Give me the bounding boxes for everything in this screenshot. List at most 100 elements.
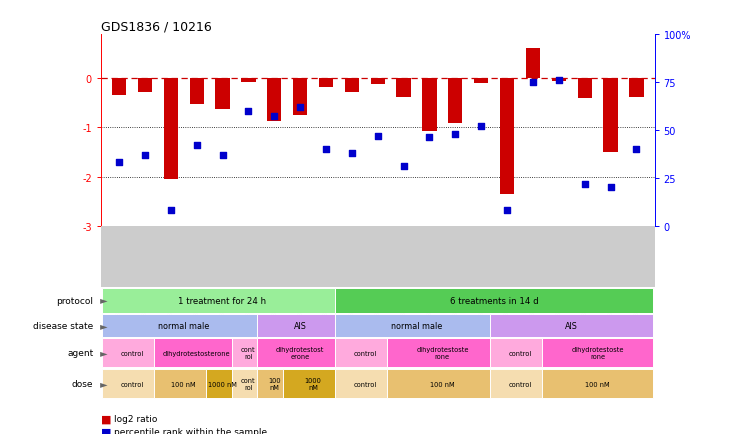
Bar [474,79,488,84]
FancyBboxPatch shape [490,369,550,398]
Text: ►: ► [97,321,108,331]
Text: dose: dose [72,379,94,388]
Text: 100
nM: 100 nM [268,378,280,390]
FancyBboxPatch shape [154,339,239,368]
Text: 100 nM: 100 nM [430,381,455,387]
Text: dihydrotestost
erone: dihydrotestost erone [276,347,325,360]
FancyBboxPatch shape [232,369,266,398]
Text: ►: ► [97,348,108,358]
Bar [448,79,462,124]
Text: 1000 nM: 1000 nM [208,381,237,387]
Bar [319,79,333,88]
Point [346,150,358,157]
FancyBboxPatch shape [154,369,213,398]
Bar [164,79,178,180]
FancyBboxPatch shape [490,339,550,368]
Bar [526,49,540,79]
FancyBboxPatch shape [542,369,653,398]
Point [553,77,565,84]
Bar [604,79,618,153]
Text: cont
rol: cont rol [241,347,256,360]
FancyBboxPatch shape [102,289,343,313]
Text: log2 ratio: log2 ratio [114,414,158,423]
Text: 6 treatments in 14 d: 6 treatments in 14 d [450,296,539,305]
FancyBboxPatch shape [102,369,162,398]
Point [527,79,539,86]
Text: ►: ► [97,296,108,306]
Point [165,207,177,214]
Point [217,152,229,159]
Text: protocol: protocol [57,296,94,305]
Bar [293,79,307,116]
Point [579,181,591,187]
Bar [267,79,281,122]
Text: 100 nM: 100 nM [585,381,610,387]
Point [631,146,643,153]
Text: AIS: AIS [565,321,578,330]
Point [450,131,462,138]
Bar [500,79,514,194]
FancyBboxPatch shape [257,369,291,398]
Bar [577,79,592,99]
Text: ■: ■ [101,414,111,424]
Point [242,108,254,115]
Text: dihydrotestosterone: dihydrotestosterone [163,350,230,356]
FancyBboxPatch shape [387,369,498,398]
FancyBboxPatch shape [206,369,239,398]
Text: AIS: AIS [294,321,307,330]
Bar [345,79,359,93]
Bar [629,79,643,98]
Point [423,135,435,141]
Bar [112,79,126,96]
Point [294,104,306,111]
Text: ■: ■ [101,427,111,434]
Bar [370,79,385,85]
Text: percentile rank within the sample: percentile rank within the sample [114,427,268,434]
Bar [423,79,437,132]
Point [320,146,332,153]
Bar [138,79,152,93]
Point [475,123,487,130]
Bar [552,79,566,81]
FancyBboxPatch shape [335,289,653,313]
FancyBboxPatch shape [335,369,394,398]
FancyBboxPatch shape [387,339,498,368]
Point [269,114,280,121]
Text: normal male: normal male [158,321,209,330]
Bar [215,79,230,109]
Point [113,160,125,167]
FancyBboxPatch shape [490,315,653,337]
Text: cont
rol: cont rol [241,378,256,390]
FancyBboxPatch shape [257,339,343,368]
FancyBboxPatch shape [335,339,394,368]
Point [501,207,513,214]
Text: control: control [509,381,532,387]
Point [372,133,384,140]
Point [139,152,151,159]
Bar [396,79,411,98]
Point [191,142,203,149]
Text: dihydrotestoste
rone: dihydrotestoste rone [571,347,624,360]
Bar [189,79,203,105]
Text: agent: agent [67,349,94,358]
Point [604,184,616,191]
Text: normal male: normal male [391,321,442,330]
FancyBboxPatch shape [542,339,653,368]
Text: 1 treatment for 24 h: 1 treatment for 24 h [179,296,266,305]
FancyBboxPatch shape [232,339,266,368]
Text: control: control [509,350,532,356]
Text: control: control [120,381,144,387]
FancyBboxPatch shape [102,339,162,368]
Text: disease state: disease state [33,321,94,330]
Text: GDS1836 / 10216: GDS1836 / 10216 [101,20,212,33]
Text: 1000
nM: 1000 nM [304,378,322,390]
Text: control: control [353,381,376,387]
Text: control: control [120,350,144,356]
Point [398,163,410,170]
Text: control: control [353,350,376,356]
Text: ►: ► [97,379,108,389]
Bar [242,79,256,83]
Text: dihydrotestoste
rone: dihydrotestoste rone [416,347,469,360]
FancyBboxPatch shape [283,369,343,398]
FancyBboxPatch shape [102,315,266,337]
